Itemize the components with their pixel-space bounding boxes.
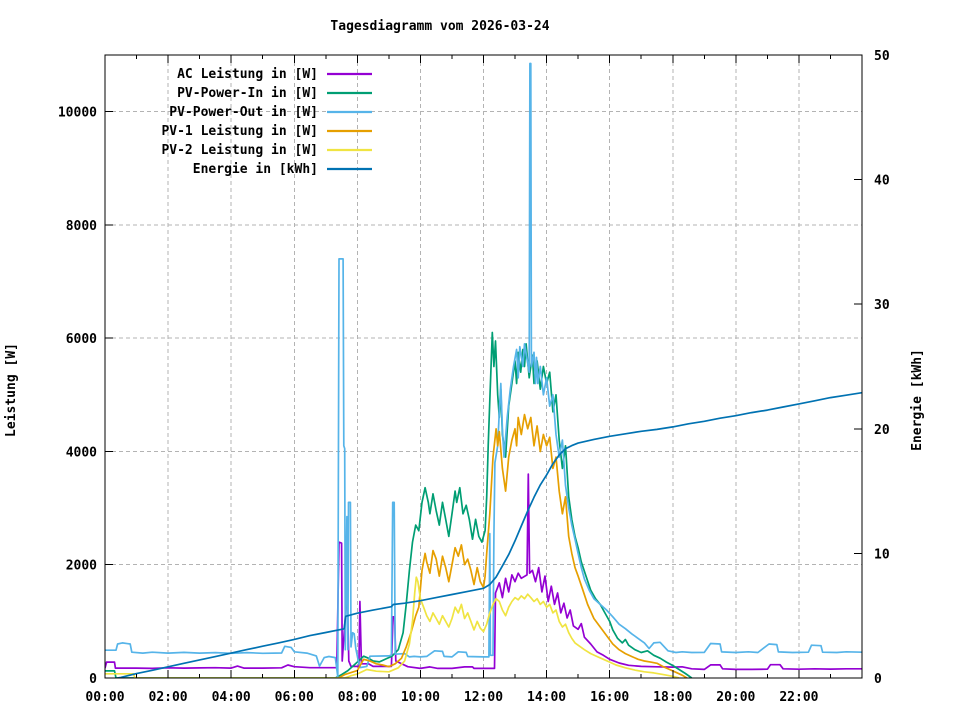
x-tick-label: 10:00 (401, 690, 440, 705)
series-pv2 (105, 576, 680, 678)
right-tick-label: 10 (874, 547, 890, 562)
x-tick-label: 14:00 (527, 690, 566, 705)
series-ac (105, 473, 862, 671)
legend-label-pvout: PV-Power-Out in [W] (169, 105, 318, 120)
left-tick-label: 2000 (66, 559, 97, 574)
left-axis-label: Leistung [W] (4, 343, 19, 437)
legend: AC Leistung in [W] PV-Power-In in [W] PV-P… (161, 67, 372, 177)
chart-title: Tagesdiagramm vom 2026-03-24 (330, 19, 549, 34)
x-tick-label: 20:00 (716, 690, 755, 705)
legend-label-pvin: PV-Power-In in [W] (177, 86, 318, 101)
legend-label-pv1: PV-1 Leistung in [W] (161, 124, 318, 139)
x-tick-label: 06:00 (275, 690, 314, 705)
right-tick-label: 50 (874, 49, 890, 64)
x-tick-label: 22:00 (779, 690, 818, 705)
data-series (105, 62, 862, 678)
grid-lines (105, 55, 862, 678)
x-tick-label: 12:00 (464, 690, 503, 705)
left-tick-label: 6000 (66, 332, 97, 347)
right-tick-label: 40 (874, 174, 890, 189)
left-tick-label: 4000 (66, 445, 97, 460)
series-pvin (105, 331, 693, 678)
left-tick-label: 8000 (66, 219, 97, 234)
x-tick-label: 16:00 (590, 690, 629, 705)
axis-tick-labels: 00:00 02:00 04:00 06:00 08:00 10:00 12:00 14:00… (58, 49, 890, 705)
legend-label-pv2: PV-2 Leistung in [W] (161, 143, 318, 158)
right-tick-label: 20 (874, 423, 890, 438)
left-tick-label: 0 (89, 672, 97, 687)
legend-label-ac: AC Leistung in [W] (177, 67, 318, 82)
x-tick-label: 18:00 (653, 690, 692, 705)
series-energie (117, 391, 862, 678)
legend-label-energie: Energie in [kWh] (193, 162, 318, 177)
right-tick-label: 0 (874, 672, 882, 687)
x-tick-label: 02:00 (149, 690, 188, 705)
x-tick-label: 04:00 (212, 690, 251, 705)
axis-ticks (104, 54, 863, 679)
x-tick-label: 08:00 (338, 690, 377, 705)
x-tick-label: 00:00 (85, 690, 124, 705)
right-tick-label: 30 (874, 298, 890, 313)
left-tick-label: 10000 (58, 106, 97, 121)
right-axis-label: Energie [kWh] (910, 349, 925, 451)
series-pvout (105, 62, 862, 678)
series-pv1 (337, 413, 688, 678)
